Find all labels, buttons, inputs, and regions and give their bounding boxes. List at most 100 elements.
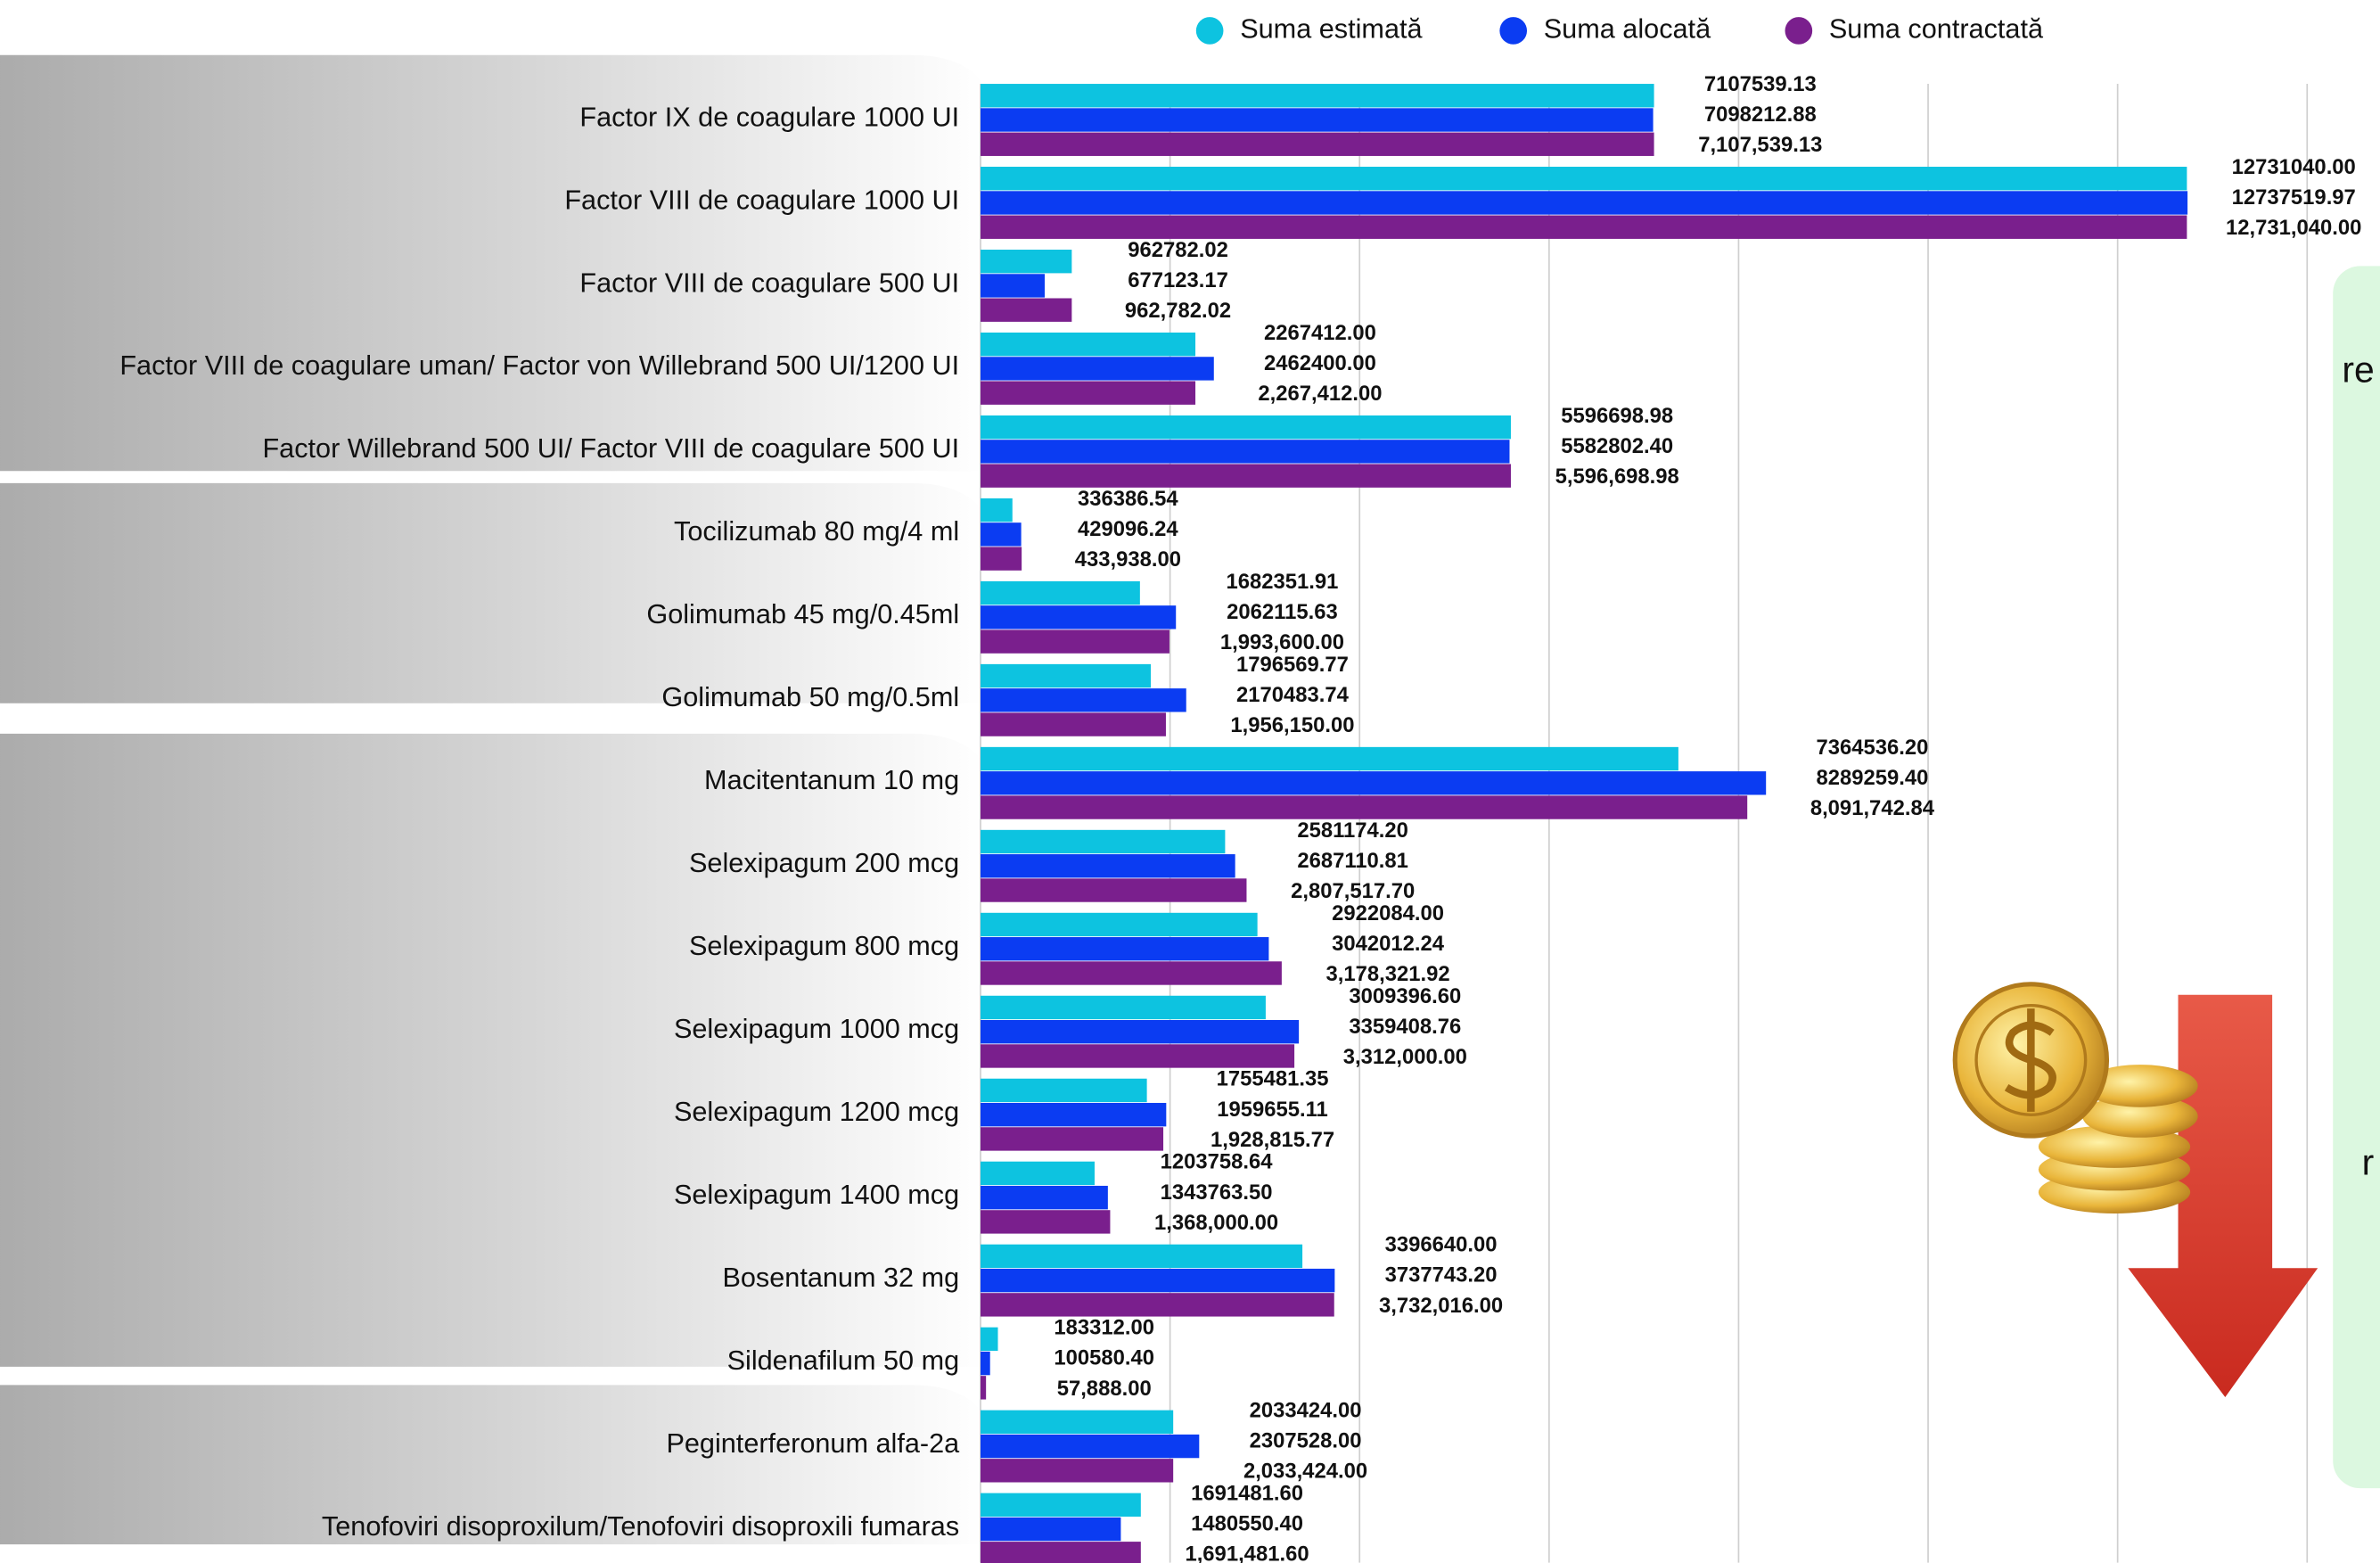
value-label: 962782.02: [1128, 238, 1228, 262]
value-label: 3042012.24: [1332, 932, 1445, 956]
value-label: 2267412.00: [1264, 321, 1376, 345]
bar: [981, 854, 1235, 878]
bar: [981, 250, 1072, 274]
value-label: 3737743.20: [1385, 1263, 1498, 1287]
bar: [981, 298, 1072, 322]
y-tick-label: Sildenafilum 50 mg: [727, 1345, 960, 1376]
group-backgrounds: [0, 54, 987, 1545]
side-panel-text: r: [2362, 1141, 2375, 1182]
bar: [981, 415, 1511, 440]
value-label: 1203758.64: [1161, 1150, 1274, 1174]
side-panel-text: re: [2342, 349, 2374, 390]
value-label: 962,782.02: [1125, 299, 1231, 323]
group-background: [0, 482, 987, 703]
bar: [981, 1210, 1111, 1234]
bar: [981, 522, 1022, 547]
arrow-icon: [2128, 994, 2318, 1397]
value-label: 12731040.00: [2232, 155, 2356, 179]
side-panel: [2333, 266, 2380, 1489]
value-label: 2687110.81: [1297, 849, 1408, 873]
y-tick-label: Factor VIII de coagulare 1000 UI: [564, 185, 959, 215]
bar: [981, 912, 1258, 937]
bar: [981, 580, 1140, 605]
value-label: 1682351.91: [1226, 570, 1338, 594]
value-label: 2,267,412.00: [1258, 382, 1382, 406]
value-label: 1691481.60: [1191, 1482, 1303, 1506]
bar: [981, 108, 1654, 132]
y-tick-label: Selexipagum 800 mcg: [689, 931, 959, 961]
bar: [981, 1044, 1295, 1068]
value-label: 677123.17: [1128, 268, 1228, 292]
bar: [981, 84, 1654, 108]
group-background: [0, 1385, 987, 1545]
value-label: 2462400.00: [1264, 351, 1376, 375]
bar: [981, 1459, 1174, 1483]
group-background: [0, 54, 987, 472]
value-label: 3359408.76: [1349, 1015, 1461, 1039]
coin-stack: [2082, 1095, 2198, 1138]
value-label: 1755481.35: [1217, 1067, 1329, 1091]
value-label: 100580.40: [1054, 1346, 1154, 1370]
bar: [981, 795, 1748, 819]
bar: [981, 1102, 1167, 1127]
coin-rim: [1974, 1003, 2088, 1116]
bar: [981, 937, 1269, 961]
value-label: 3396640.00: [1385, 1233, 1498, 1257]
value-label: 57,888.00: [1057, 1377, 1152, 1401]
value-label: 1343763.50: [1161, 1180, 1273, 1205]
value-label: 12737519.97: [2232, 185, 2356, 210]
bar: [981, 167, 2187, 191]
value-label: 5582802.40: [1561, 434, 1673, 458]
legend-marker: [1195, 17, 1224, 45]
y-tick-label: Golimumab 50 mg/0.5ml: [661, 682, 959, 712]
legend-marker: [1499, 17, 1528, 45]
legend-marker: [1785, 17, 1813, 45]
value-label: 8,091,742.84: [1810, 796, 1935, 820]
value-label: 1480550.40: [1191, 1512, 1303, 1536]
bar: [981, 1351, 990, 1376]
value-label: 433,938.00: [1075, 547, 1181, 572]
value-label: 3009396.60: [1349, 984, 1461, 1008]
bar: [981, 829, 1226, 854]
value-label: 2922084.00: [1332, 901, 1444, 925]
bar: [981, 1410, 1174, 1435]
value-label: 1,956,150.00: [1230, 713, 1354, 737]
bar: [981, 663, 1151, 688]
money-icon: [1952, 982, 2318, 1397]
value-label: 5596698.98: [1561, 404, 1673, 428]
y-tick-label: Bosentanum 32 mg: [722, 1263, 959, 1293]
coin-stack: [2082, 1065, 2198, 1107]
value-label: 3,178,321.92: [1326, 962, 1450, 986]
value-label: 1,993,600.00: [1220, 630, 1344, 654]
y-tick-label: Selexipagum 1200 mcg: [674, 1097, 959, 1127]
y-tick-label: Factor IX de coagulare 1000 UI: [579, 102, 959, 132]
bar: [981, 995, 1266, 1020]
bar: [981, 191, 2188, 215]
y-tick-label: Selexipagum 1000 mcg: [674, 1014, 959, 1044]
bar: [981, 274, 1045, 298]
value-label: 3,732,016.00: [1379, 1294, 1503, 1318]
bar: [981, 1327, 998, 1352]
value-label: 12,731,040.00: [2226, 216, 2361, 240]
value-label: 7107539.13: [1704, 72, 1817, 96]
bar: [981, 215, 2187, 239]
legend-label: Suma contractată: [1829, 14, 2044, 45]
bar: [981, 1268, 1335, 1293]
value-label: 2581174.20: [1297, 819, 1408, 843]
bar: [981, 1293, 1334, 1317]
bar: [981, 1020, 1300, 1044]
y-tick-label: Tenofoviri disoproxilum/Tenofoviri disop…: [322, 1511, 959, 1542]
bar: [981, 746, 1678, 771]
bar: [981, 132, 1654, 156]
value-label: 7098212.88: [1704, 103, 1817, 127]
bar: [981, 629, 1169, 654]
y-tick-label: Factor VIII de coagulare 500 UI: [579, 267, 959, 298]
bar: [981, 1161, 1095, 1186]
bar: [981, 440, 1510, 464]
bar: [981, 1434, 1200, 1459]
value-label: 2062115.63: [1227, 600, 1338, 624]
bar: [981, 547, 1022, 571]
bar: [981, 464, 1511, 488]
